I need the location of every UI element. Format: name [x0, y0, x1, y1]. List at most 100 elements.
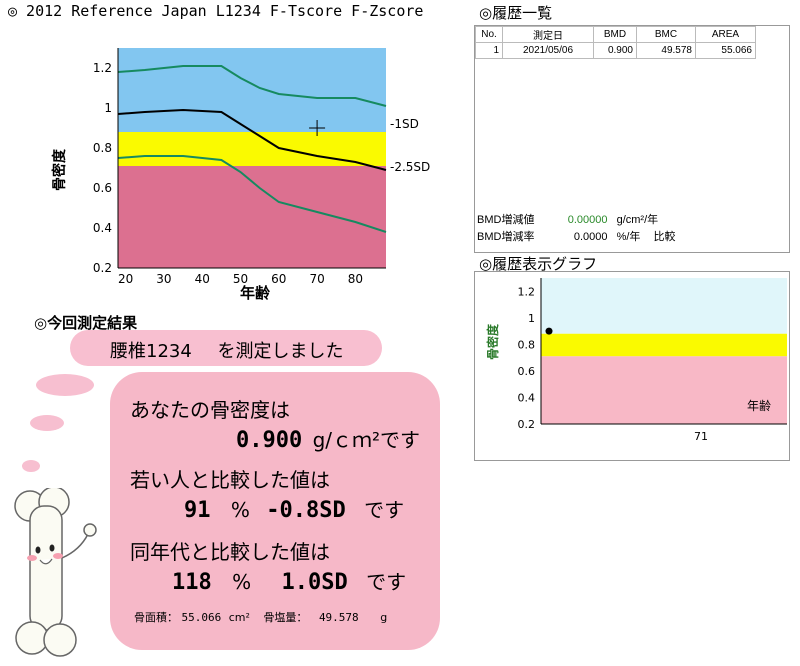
- y-tick-label: 0.6: [518, 365, 536, 378]
- area-bmc-line: 骨面積： 55.066 cm² 骨塩量： 49.578 g: [134, 609, 387, 625]
- young-line: 91 % -0.8SD です: [184, 494, 404, 523]
- x-tick-label: 60: [271, 272, 286, 286]
- x-tick-label: 20: [118, 272, 133, 286]
- compare-button[interactable]: 比較: [653, 231, 676, 243]
- cell-date: 2021/05/06: [502, 42, 594, 59]
- bmd-change-value: 0.00000: [567, 214, 608, 226]
- history-graph-x-tick: 71: [694, 430, 708, 443]
- lower-sd-curve: [117, 155, 387, 233]
- table-row[interactable]: 1 2021/05/06 0.900 49.578 55.066: [475, 42, 756, 59]
- history-graph-points: [545, 327, 553, 335]
- site-suffix: を測定しました: [217, 341, 344, 362]
- bone-mascot-icon: [14, 488, 97, 657]
- bmd-change-unit: g/cm²/年: [616, 214, 659, 226]
- col-date[interactable]: 測定日: [502, 26, 594, 43]
- bmc-label: 骨塩量：: [263, 611, 308, 624]
- age-percent-unit: %: [232, 570, 252, 594]
- y-tick-label: 1: [528, 312, 535, 325]
- y-tick-label: 0.4: [93, 221, 112, 235]
- young-sd: -0.8SD: [266, 498, 346, 523]
- mean-curve: [117, 108, 387, 171]
- result-box: [110, 372, 440, 650]
- age-percent: 118: [172, 570, 212, 595]
- osteoporosis-band: [541, 356, 787, 424]
- result-title: ◎今回測定結果: [34, 314, 138, 332]
- x-tick-label: 40: [195, 272, 210, 286]
- upper-sd-curve: [117, 65, 387, 107]
- y-tick-label: 0.8: [518, 338, 536, 351]
- cell-bmd: 0.900: [593, 42, 637, 59]
- y-tick-label: 1: [104, 101, 112, 115]
- col-no[interactable]: No.: [475, 26, 503, 43]
- bmd-line: 0.900 g/ｃｍ²です: [236, 424, 420, 453]
- band-label-2-5sd: -2.5SD: [390, 160, 430, 174]
- band-label-1sd: -1SD: [390, 117, 419, 131]
- young-percent-unit: %: [230, 498, 250, 522]
- age-caption: 同年代と比較した値は: [130, 540, 330, 564]
- site-bubble: [70, 330, 382, 366]
- history-graph: 1.2 1 0.8 0.6 0.4 0.2 骨密度 年齢 71: [485, 278, 787, 443]
- col-area[interactable]: AREA: [695, 26, 756, 43]
- reference-bands: [118, 48, 386, 268]
- x-tick-label: 80: [348, 272, 363, 286]
- thought-bubble-small: [22, 460, 40, 472]
- age-sd: 1.0SD: [281, 570, 348, 595]
- y-tick-label: 1.2: [93, 61, 112, 75]
- site-label: 腰椎1234: [110, 341, 192, 362]
- history-point: [545, 327, 553, 335]
- reference-curves: [117, 65, 387, 233]
- age-line: 118 % 1.0SD です: [172, 566, 406, 595]
- thought-bubble-large: [36, 374, 94, 396]
- col-bmd[interactable]: BMD: [593, 26, 637, 43]
- osteopenia-band: [541, 333, 787, 357]
- y-tick-label: 0.2: [518, 418, 536, 431]
- x-tick-label: 30: [156, 272, 171, 286]
- bmd-change-row: BMD増減値 0.00000 g/cm²/年: [477, 211, 658, 227]
- history-graph-bands: [541, 278, 787, 424]
- y-tick-label: 0.4: [518, 391, 536, 404]
- normal-band: [118, 48, 386, 132]
- history-graph-panel: 1.2 1 0.8 0.6 0.4 0.2 骨密度 年齢 71: [474, 271, 790, 461]
- young-percent: 91: [184, 498, 211, 523]
- site-text: 腰椎1234 を測定しました: [110, 337, 344, 363]
- bmd-rate-value: 0.0000: [573, 231, 608, 243]
- x-tick-label: 70: [309, 272, 324, 286]
- cell-area: 55.066: [695, 42, 756, 59]
- cell-no: 1: [475, 42, 503, 59]
- bmd-rate-label: BMD増減率: [477, 231, 535, 243]
- reference-title: ◎ 2012 Reference Japan L1234 F-Tscore F-…: [8, 2, 424, 20]
- history-panel: No. 測定日 BMD BMC AREA 1 2021/05/06 0.900 …: [474, 25, 790, 253]
- bmd-rate-row: BMD増減率 0.0000 %/年 比較: [477, 228, 675, 244]
- bmd-rate-unit: %/年: [616, 231, 641, 243]
- bmd-caption: あなたの骨密度は: [130, 398, 290, 422]
- bmc-value: 49.578: [318, 611, 359, 624]
- area-unit: cm²: [228, 611, 250, 624]
- y-tick-label: 0.8: [93, 141, 112, 155]
- history-graph-axes: 1.2 1 0.8 0.6 0.4 0.2: [518, 278, 787, 431]
- thought-bubble-medium: [30, 415, 64, 431]
- age-suffix: です: [366, 570, 407, 594]
- reference-chart: 1.2 1 0.8 0.6 0.4 0.2 20 30 40 50 60 70 80 -1SD -2.5SD…: [51, 48, 430, 302]
- young-caption: 若い人と比較した値は: [130, 468, 330, 492]
- reference-ylabel: 骨密度: [51, 148, 68, 191]
- normal-band: [541, 278, 787, 334]
- y-tick-label: 0.6: [93, 181, 112, 195]
- osteoporosis-band: [118, 166, 386, 268]
- area-label: 骨面積：: [134, 611, 178, 624]
- history-graph-age-label: 年齢: [747, 398, 771, 413]
- y-tick-label: 1.2: [518, 285, 536, 298]
- bmd-unit: g/ｃｍ²です: [312, 428, 421, 452]
- reference-xlabel: 年齢: [240, 284, 271, 302]
- bmd-value: 0.900: [236, 428, 303, 453]
- history-title: ◎履歴一覧: [479, 4, 553, 22]
- history-header-row: No. 測定日 BMD BMC AREA: [475, 26, 756, 43]
- reference-axes: 1.2 1 0.8 0.6 0.4 0.2 20 30 40 50 60 70 80 -1SD -2.5SD: [93, 48, 430, 286]
- col-bmc[interactable]: BMC: [636, 26, 696, 43]
- bmd-change-label: BMD増減値: [477, 214, 535, 226]
- history-graph-ylabel: 骨密度: [485, 323, 500, 360]
- history-graph-title: ◎履歴表示グラフ: [479, 255, 598, 273]
- area-value: 55.066: [181, 611, 222, 624]
- cell-bmc: 49.578: [636, 42, 696, 59]
- bmc-unit: g: [380, 611, 388, 624]
- x-tick-label: 50: [233, 272, 248, 286]
